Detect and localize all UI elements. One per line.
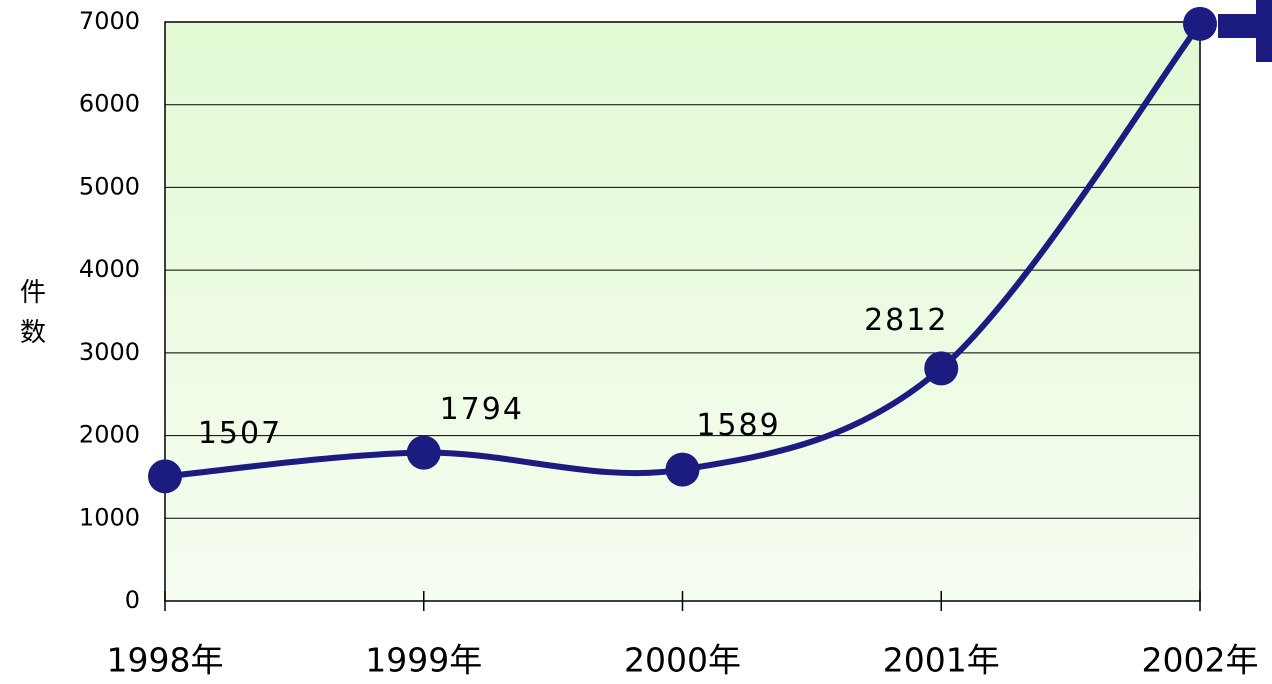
data-label: 1589 bbox=[696, 408, 780, 443]
y-axis-label: 件数 bbox=[16, 278, 46, 358]
x-tick-label: 2000年 bbox=[624, 641, 741, 680]
data-label: 2812 bbox=[864, 303, 948, 338]
marker bbox=[924, 351, 959, 386]
y-tick-label: 5000 bbox=[79, 172, 140, 200]
arrow bbox=[1218, 0, 1272, 62]
x-tick-label: 2001年 bbox=[883, 641, 1000, 680]
marker bbox=[665, 452, 700, 487]
y-tick-label: 6000 bbox=[79, 90, 140, 118]
x-tick-label: 1999年 bbox=[365, 641, 482, 680]
y-tick-label: 3000 bbox=[79, 338, 140, 366]
x-tick-label: 1998年 bbox=[107, 641, 224, 680]
data-label: 1507 bbox=[198, 416, 282, 451]
marker bbox=[148, 459, 182, 494]
marker bbox=[406, 435, 441, 470]
y-tick-label: 4000 bbox=[79, 255, 140, 283]
plot-area bbox=[164, 21, 1201, 602]
y-tick-label: 0 bbox=[125, 586, 140, 614]
y-tick-label: 1000 bbox=[79, 503, 140, 531]
data-label: 1794 bbox=[440, 392, 524, 427]
y-tick-label: 2000 bbox=[79, 421, 140, 449]
y-tick-label: 7000 bbox=[79, 7, 140, 35]
marker bbox=[1183, 6, 1217, 41]
x-tick-label: 2002年 bbox=[1142, 641, 1259, 680]
